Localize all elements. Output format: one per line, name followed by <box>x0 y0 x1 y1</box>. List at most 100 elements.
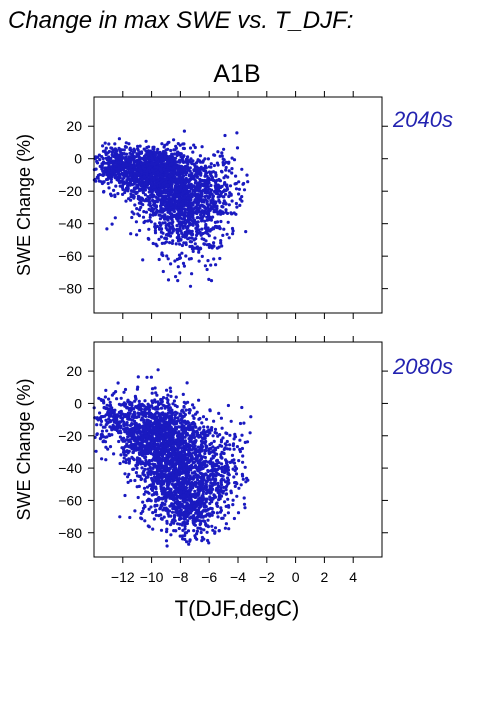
data-point <box>169 189 173 193</box>
data-point <box>225 211 230 215</box>
data-point <box>176 522 180 526</box>
data-point <box>205 218 209 222</box>
data-point <box>179 164 183 168</box>
data-point <box>144 429 148 433</box>
data-point <box>145 375 149 379</box>
data-point <box>100 173 104 177</box>
data-point <box>141 191 145 195</box>
data-point <box>209 173 213 177</box>
data-point <box>198 205 202 209</box>
data-point <box>175 224 179 228</box>
data-point <box>224 488 228 492</box>
data-point <box>174 203 179 207</box>
data-point <box>184 201 188 205</box>
data-point <box>166 188 170 192</box>
data-point <box>135 233 139 237</box>
data-point <box>143 504 147 508</box>
data-point <box>224 160 228 164</box>
data-point <box>160 419 165 423</box>
data-point <box>220 204 224 209</box>
y-tick-label: −60 <box>58 248 82 264</box>
data-point <box>101 169 105 173</box>
data-point <box>166 400 170 405</box>
data-point <box>161 253 165 258</box>
data-point <box>166 398 170 402</box>
data-point <box>196 491 200 495</box>
data-point <box>139 477 144 481</box>
data-point <box>182 411 186 415</box>
data-point <box>223 133 227 138</box>
data-point <box>192 169 196 173</box>
data-point <box>159 210 163 214</box>
data-point <box>125 178 129 182</box>
data-point <box>209 244 213 248</box>
data-point <box>208 208 212 212</box>
data-point <box>136 375 140 379</box>
data-point <box>125 442 129 446</box>
data-point <box>112 452 116 456</box>
data-point <box>146 467 150 471</box>
data-point <box>190 421 194 426</box>
data-point <box>161 425 165 429</box>
data-point <box>196 478 200 482</box>
data-point <box>162 150 166 154</box>
data-point <box>162 429 166 433</box>
data-point <box>184 408 188 412</box>
data-point <box>194 198 198 203</box>
data-point <box>143 421 147 425</box>
data-point <box>160 185 164 189</box>
data-point <box>166 194 170 198</box>
data-point <box>184 242 188 247</box>
data-point <box>173 259 177 263</box>
data-point <box>224 168 228 172</box>
data-point <box>169 212 173 216</box>
data-point <box>130 210 134 214</box>
data-point <box>98 158 102 162</box>
data-point <box>155 477 159 481</box>
data-point <box>204 169 208 173</box>
data-point <box>163 221 167 225</box>
data-point <box>194 425 198 429</box>
data-point <box>151 462 155 466</box>
data-point <box>156 469 160 473</box>
data-point <box>174 395 178 399</box>
data-point <box>173 410 178 414</box>
data-point <box>163 165 167 169</box>
data-point <box>145 439 149 444</box>
data-point <box>116 167 120 171</box>
data-point <box>182 241 186 245</box>
data-point <box>191 175 195 179</box>
data-point <box>236 511 241 515</box>
data-point <box>240 195 244 199</box>
data-point <box>126 480 130 484</box>
data-point <box>135 167 139 172</box>
data-point <box>158 507 162 511</box>
data-point <box>205 174 209 178</box>
data-point <box>114 161 118 165</box>
data-point <box>234 212 238 216</box>
data-point <box>191 249 195 253</box>
data-point <box>167 224 171 228</box>
y-tick-label: −20 <box>58 183 82 199</box>
data-point <box>176 160 180 164</box>
data-point <box>186 196 190 200</box>
data-point <box>126 451 130 455</box>
data-point <box>181 174 185 178</box>
data-point <box>99 435 103 439</box>
data-point <box>173 148 177 152</box>
data-point <box>100 180 104 184</box>
data-point <box>165 530 169 534</box>
data-point <box>178 197 182 202</box>
data-point <box>123 145 127 149</box>
data-point <box>153 386 157 390</box>
data-point <box>210 524 214 528</box>
data-point <box>183 451 187 455</box>
data-point <box>156 447 160 451</box>
data-point <box>180 251 184 255</box>
data-point <box>235 205 239 209</box>
data-point <box>189 184 193 188</box>
data-point <box>188 231 192 235</box>
data-point <box>154 499 158 503</box>
data-point <box>235 146 240 150</box>
